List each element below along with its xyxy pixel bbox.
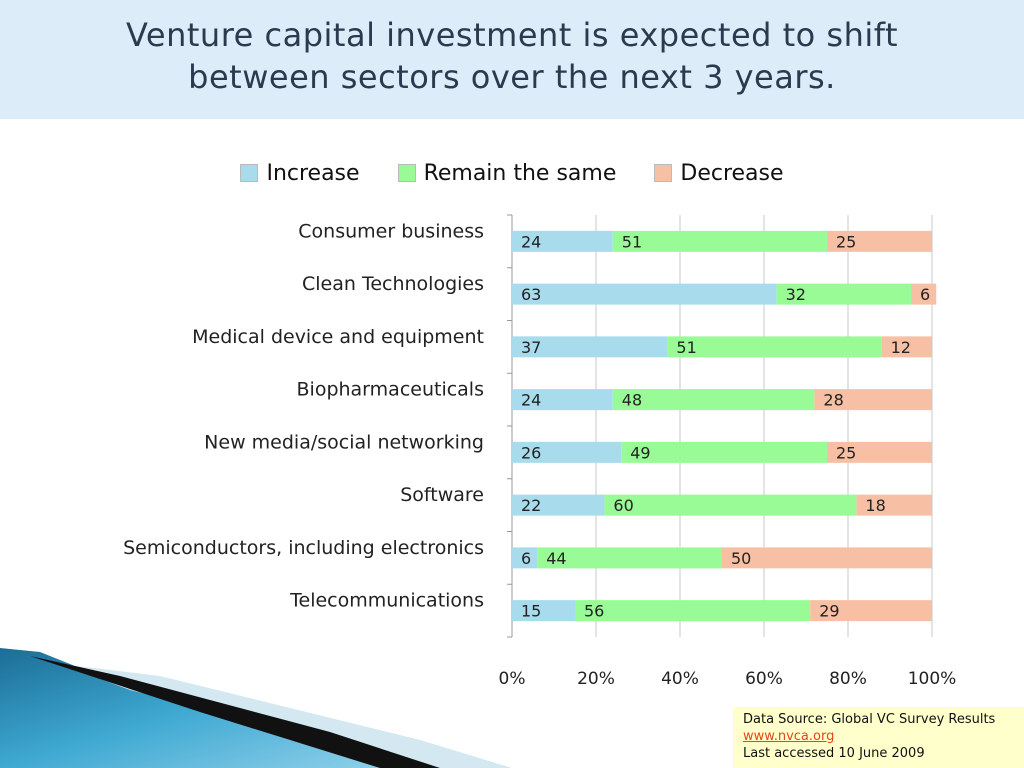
data-label: 29: [819, 602, 839, 621]
slide-title: Venture capital investment is expected t…: [0, 14, 1024, 98]
legend-swatch-remain: [397, 164, 416, 182]
bar-segment: [575, 600, 811, 622]
bar-segment: [512, 336, 668, 358]
title-line-1: Venture capital investment is expected t…: [125, 16, 898, 54]
bar-segment: [512, 600, 575, 622]
bar-segment: [722, 547, 932, 569]
data-label: 6: [521, 549, 531, 568]
bar-segment: [776, 283, 911, 305]
x-tick-label: 60%: [745, 669, 783, 689]
category-label: Telecommunications: [289, 590, 484, 612]
accessed-line: Last accessed 10 June 2009: [743, 746, 925, 761]
data-label: 32: [786, 285, 806, 304]
data-label: 12: [891, 338, 911, 357]
data-label: 50: [731, 549, 751, 568]
bar-segment: [537, 547, 722, 569]
x-tick-label: 80%: [829, 669, 867, 689]
data-label: 51: [676, 338, 696, 357]
bar-segment: [512, 389, 613, 411]
title-band: [0, 0, 1024, 119]
deco-black-wedge: [30, 656, 440, 768]
data-label: 15: [521, 602, 541, 621]
bar-segment: [612, 230, 827, 252]
data-label: 63: [521, 285, 541, 304]
x-tick-label: 20%: [577, 669, 615, 689]
bar-segment: [621, 441, 827, 463]
data-label: 56: [584, 602, 604, 621]
category-label: Software: [400, 484, 484, 506]
bar-segment: [512, 230, 613, 252]
legend-item-remain: Remain the same: [397, 160, 617, 186]
category-label: Clean Technologies: [302, 273, 484, 295]
bar-segment: [911, 283, 937, 305]
legend-label-remain: Remain the same: [423, 160, 617, 186]
data-label: 48: [622, 391, 642, 410]
data-label: 44: [546, 549, 566, 568]
data-label: 60: [613, 496, 633, 515]
bar-segment: [827, 441, 932, 463]
deco-light-wedge: [60, 664, 512, 768]
data-label: 22: [521, 496, 541, 515]
data-label: 6: [920, 285, 930, 304]
x-tick-label: 0%: [499, 669, 526, 689]
legend-label-increase: Increase: [266, 160, 360, 186]
bar-segment: [512, 441, 622, 463]
data-label: 37: [521, 338, 541, 357]
data-label: 49: [630, 443, 650, 462]
title-line-2: between sectors over the next 3 years.: [188, 58, 836, 96]
category-label: Biopharmaceuticals: [297, 379, 485, 401]
data-label: 28: [823, 391, 843, 410]
legend-item-decrease: Decrease: [654, 160, 784, 186]
category-label: Semiconductors, including electronics: [123, 537, 484, 559]
bar-segment: [810, 600, 932, 622]
legend-swatch-increase: [240, 164, 259, 182]
category-label: Consumer business: [298, 220, 484, 242]
bar-segment: [604, 494, 857, 516]
data-label: 25: [836, 232, 856, 251]
source-link[interactable]: www.nvca.org: [743, 729, 835, 744]
legend-item-increase: Increase: [240, 160, 360, 186]
bar-segment: [512, 547, 538, 569]
bar-segment: [512, 283, 777, 305]
category-label: Medical device and equipment: [192, 326, 484, 348]
bar-segment: [667, 336, 882, 358]
data-source-note: Data Source: Global VC Survey Results ww…: [733, 707, 1024, 768]
bar-segment: [814, 389, 932, 411]
data-label: 24: [521, 232, 541, 251]
chart-legend: Increase Remain the same Decrease: [0, 158, 1024, 188]
legend-swatch-decrease: [654, 164, 673, 182]
bar-segment: [612, 389, 815, 411]
data-label: 25: [836, 443, 856, 462]
data-label: 18: [865, 496, 885, 515]
source-line: Data Source: Global VC Survey Results: [743, 712, 996, 727]
x-tick-label: 40%: [661, 669, 699, 689]
bar-segment: [856, 494, 932, 516]
data-label: 26: [521, 443, 541, 462]
bar-segment: [827, 230, 932, 252]
bar-segment: [881, 336, 932, 358]
category-label: New media/social networking: [204, 431, 484, 453]
data-label: 24: [521, 391, 541, 410]
bar-segment: [512, 494, 605, 516]
legend-label-decrease: Decrease: [680, 160, 784, 186]
x-tick-label: 100%: [908, 669, 957, 689]
data-label: 51: [622, 232, 642, 251]
